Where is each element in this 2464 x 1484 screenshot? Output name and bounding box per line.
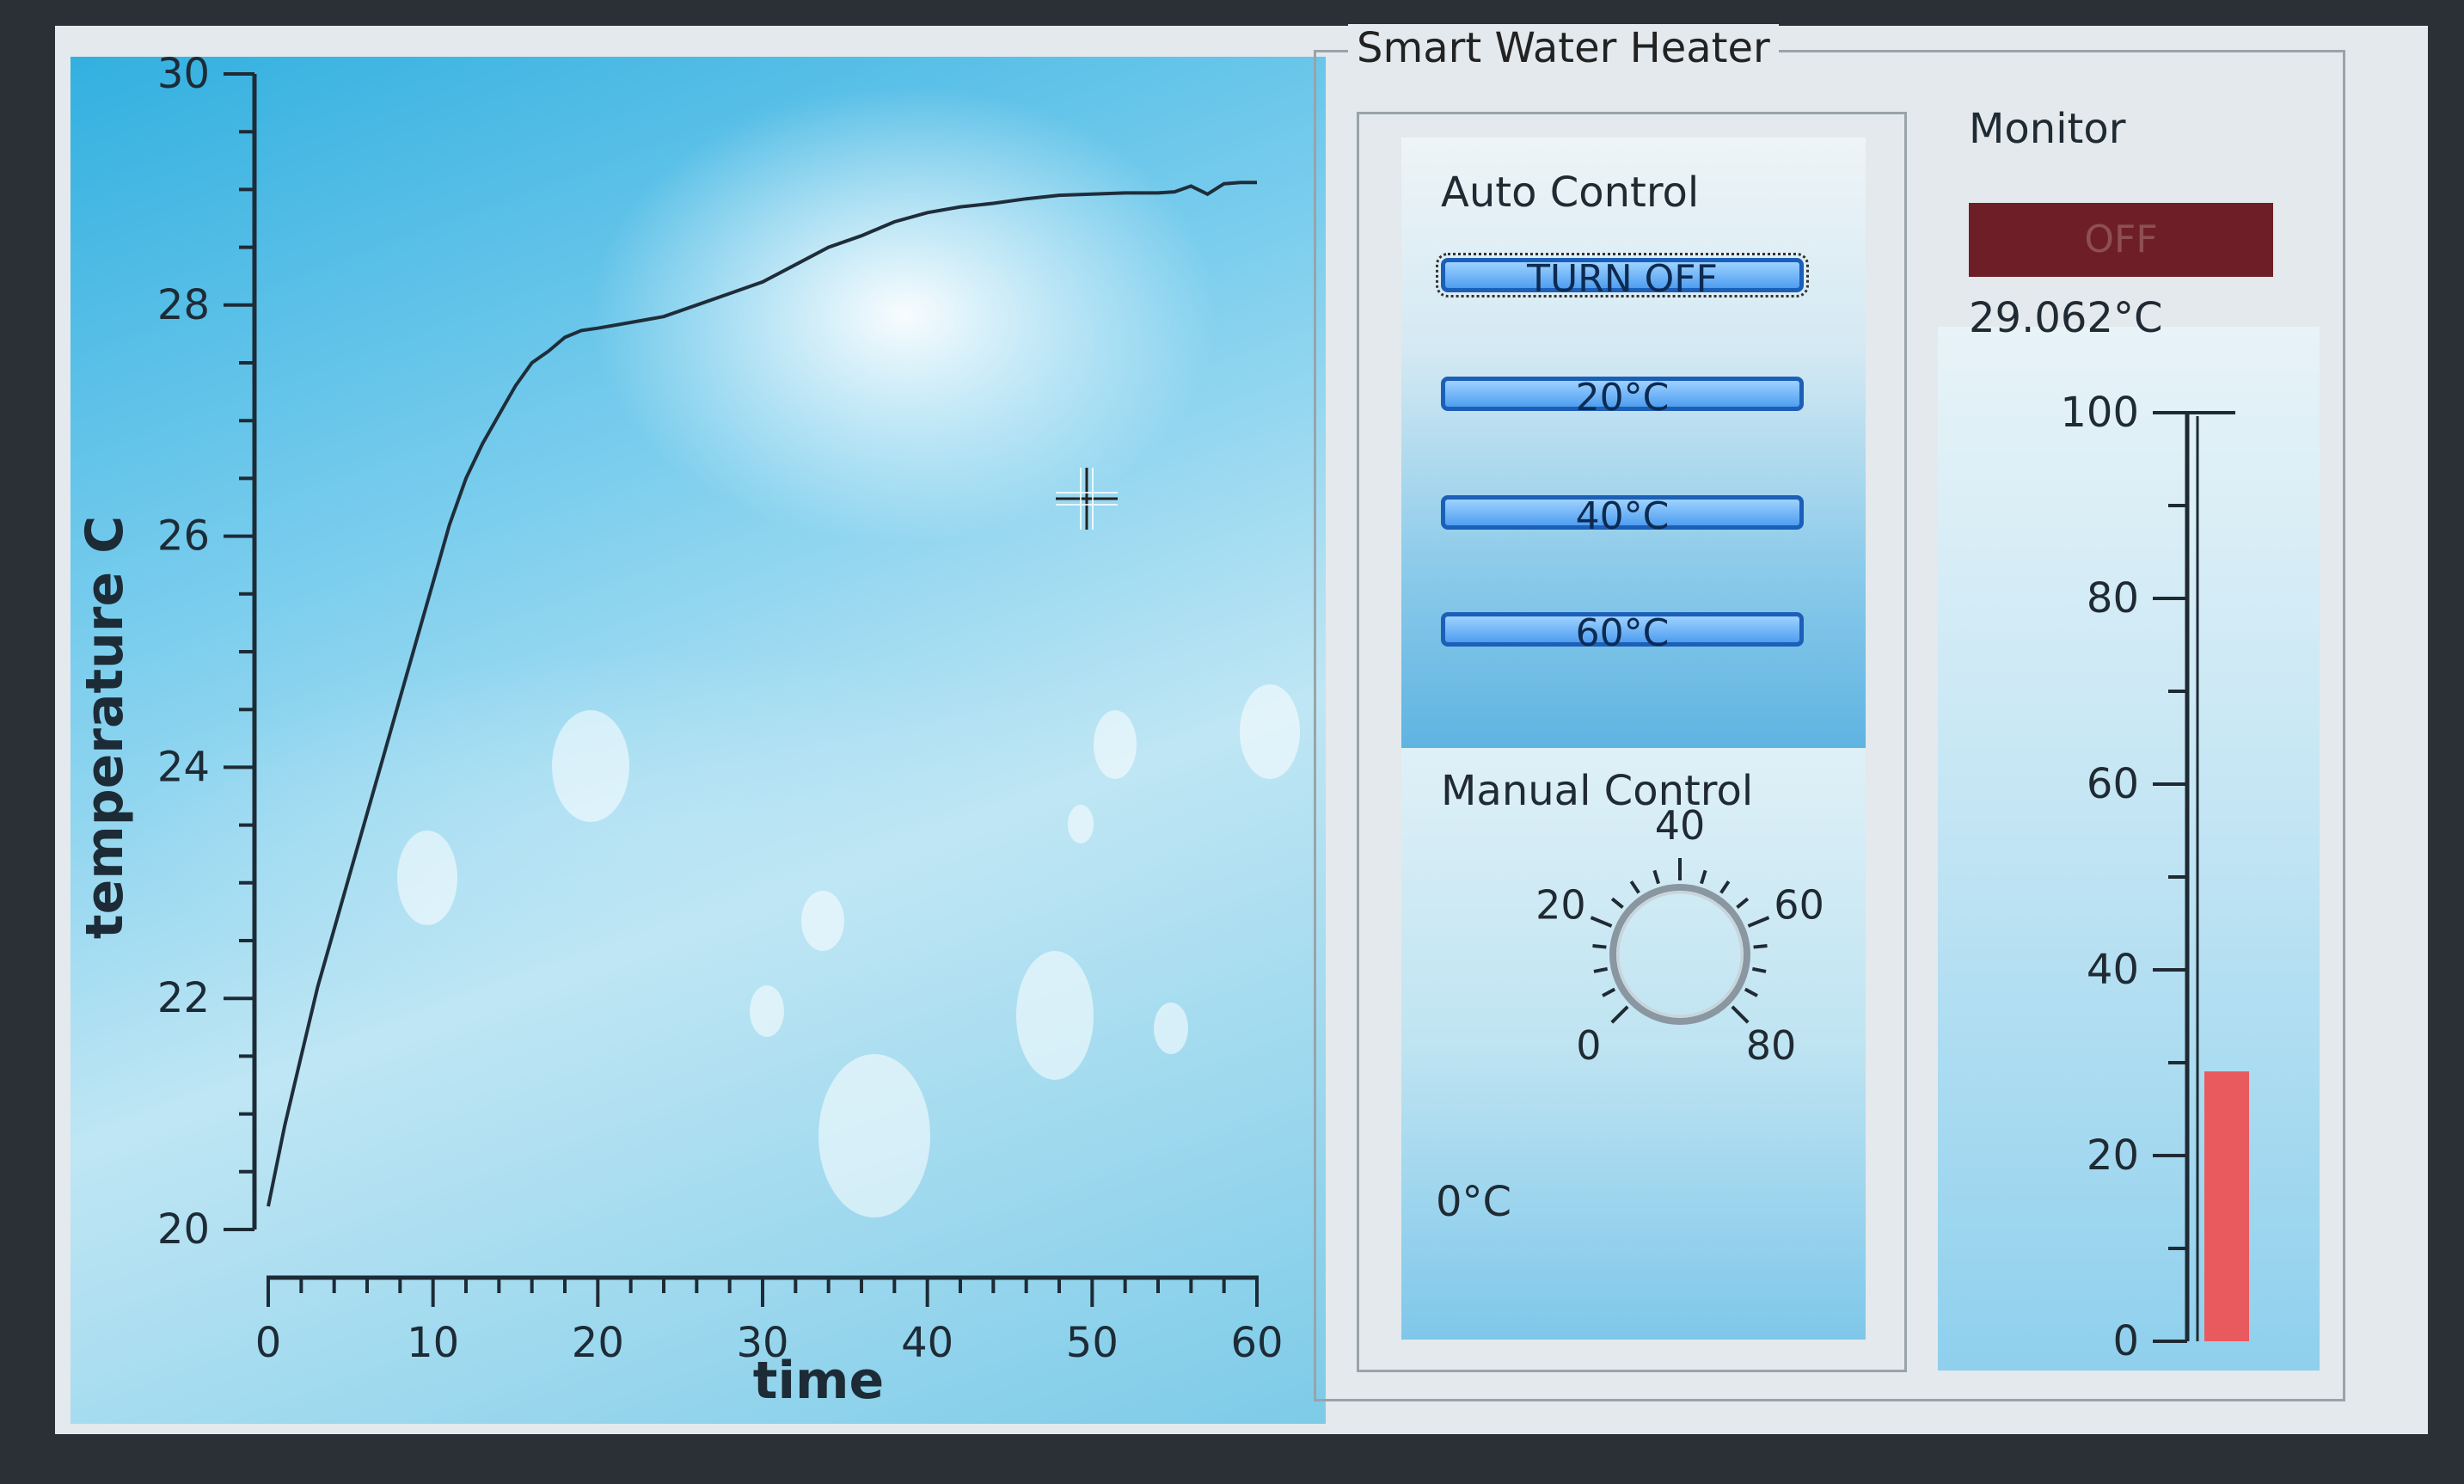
x-tick-label: 10 xyxy=(407,1319,459,1367)
heater-group-box xyxy=(1314,50,2345,1401)
thermo-scale-label: 40 xyxy=(2087,946,2139,994)
dial-tick xyxy=(1629,880,1640,894)
dial-tick xyxy=(1731,1005,1750,1024)
y-tick-label: 30 xyxy=(157,57,210,98)
auto-control-panel xyxy=(1401,138,1866,748)
x-tick-label: 50 xyxy=(1066,1319,1119,1367)
y-tick-label: 22 xyxy=(157,974,210,1022)
manual-control-title: Manual Control xyxy=(1441,767,1754,815)
x-tick-label: 40 xyxy=(901,1319,953,1367)
y-tick-label: 28 xyxy=(157,281,210,329)
dial-label: 60 xyxy=(1774,882,1824,929)
set-20c-button[interactable]: 20°C xyxy=(1441,377,1804,417)
dial-label: 0 xyxy=(1576,1022,1601,1066)
y-axis-label: temperature C xyxy=(75,515,135,940)
set-40c-button[interactable]: 40°C xyxy=(1441,495,1804,536)
x-tick-label: 20 xyxy=(572,1319,624,1367)
temperature-readout: 29.062°C xyxy=(1969,294,2163,342)
x-axis-label: time xyxy=(752,1351,885,1411)
thermo-scale-label: 0 xyxy=(2112,1317,2139,1365)
knob-highlight xyxy=(1616,891,1744,1018)
x-tick-label: 0 xyxy=(255,1319,282,1367)
group-title: Smart Water Heater xyxy=(1348,24,1779,72)
monitor-title: Monitor xyxy=(1969,105,2126,153)
dial-tick xyxy=(1593,966,1609,973)
auto-control-title: Auto Control xyxy=(1441,169,1700,217)
crosshair-cursor-icon xyxy=(1056,468,1118,530)
manual-value: 0°C xyxy=(1436,1178,1512,1226)
set-60c-button[interactable]: 60°C xyxy=(1441,612,1804,653)
dial-tick xyxy=(1592,944,1607,949)
thermo-scale-label: 60 xyxy=(2087,760,2139,808)
thermo-scale-label: 20 xyxy=(2087,1131,2139,1180)
dial-tick xyxy=(1610,897,1624,909)
dial-tick xyxy=(1602,987,1616,997)
dial-ticks xyxy=(1590,858,1770,1024)
dial-tick xyxy=(1610,1005,1629,1024)
turn-off-button[interactable]: TURN OFF xyxy=(1436,253,1809,298)
x-tick-label: 60 xyxy=(1230,1319,1283,1367)
temperature-chart: 20 22 24 26 28 30 0 10 20 30 40 50 60 temperature C … xyxy=(70,57,1326,1424)
dial-tick xyxy=(1700,869,1707,885)
chart-plot: 20 22 24 26 28 30 0 10 20 30 40 50 60 xyxy=(157,57,1284,1367)
dial-tick xyxy=(1744,987,1758,997)
y-tick-label: 26 xyxy=(157,512,210,561)
y-tick-label: 24 xyxy=(157,743,210,791)
dial-tick xyxy=(1753,944,1768,949)
dial-tick xyxy=(1751,966,1767,973)
temperature-dial[interactable]: 0 20 40 60 80 xyxy=(1401,791,1866,1066)
x-tick-label: 30 xyxy=(736,1319,788,1367)
manual-control-panel xyxy=(1401,748,1866,1340)
monitor-panel xyxy=(1938,327,2320,1371)
dial-tick xyxy=(1652,869,1660,885)
temperature-series-line xyxy=(267,181,1257,1207)
dial-label: 80 xyxy=(1746,1022,1797,1066)
dial-tick xyxy=(1747,916,1770,928)
thermo-scale-label: 80 xyxy=(2087,574,2139,622)
y-tick-label: 20 xyxy=(157,1205,210,1254)
thermo-fill-bar xyxy=(2204,1071,2249,1341)
dial-tick xyxy=(1719,880,1731,894)
thermo-scale-label: 100 xyxy=(2060,389,2139,437)
control-frame xyxy=(1357,112,1907,1372)
thermometer-gauge: 0 20 40 60 80 100 xyxy=(2060,389,2249,1365)
knob-icon[interactable] xyxy=(1609,884,1750,1025)
dial-label: 20 xyxy=(1535,882,1586,929)
dial-tick xyxy=(1736,897,1750,909)
status-lamp: OFF xyxy=(1969,203,2273,277)
dial-label: 40 xyxy=(1655,802,1706,849)
dial-tick xyxy=(1590,916,1613,928)
